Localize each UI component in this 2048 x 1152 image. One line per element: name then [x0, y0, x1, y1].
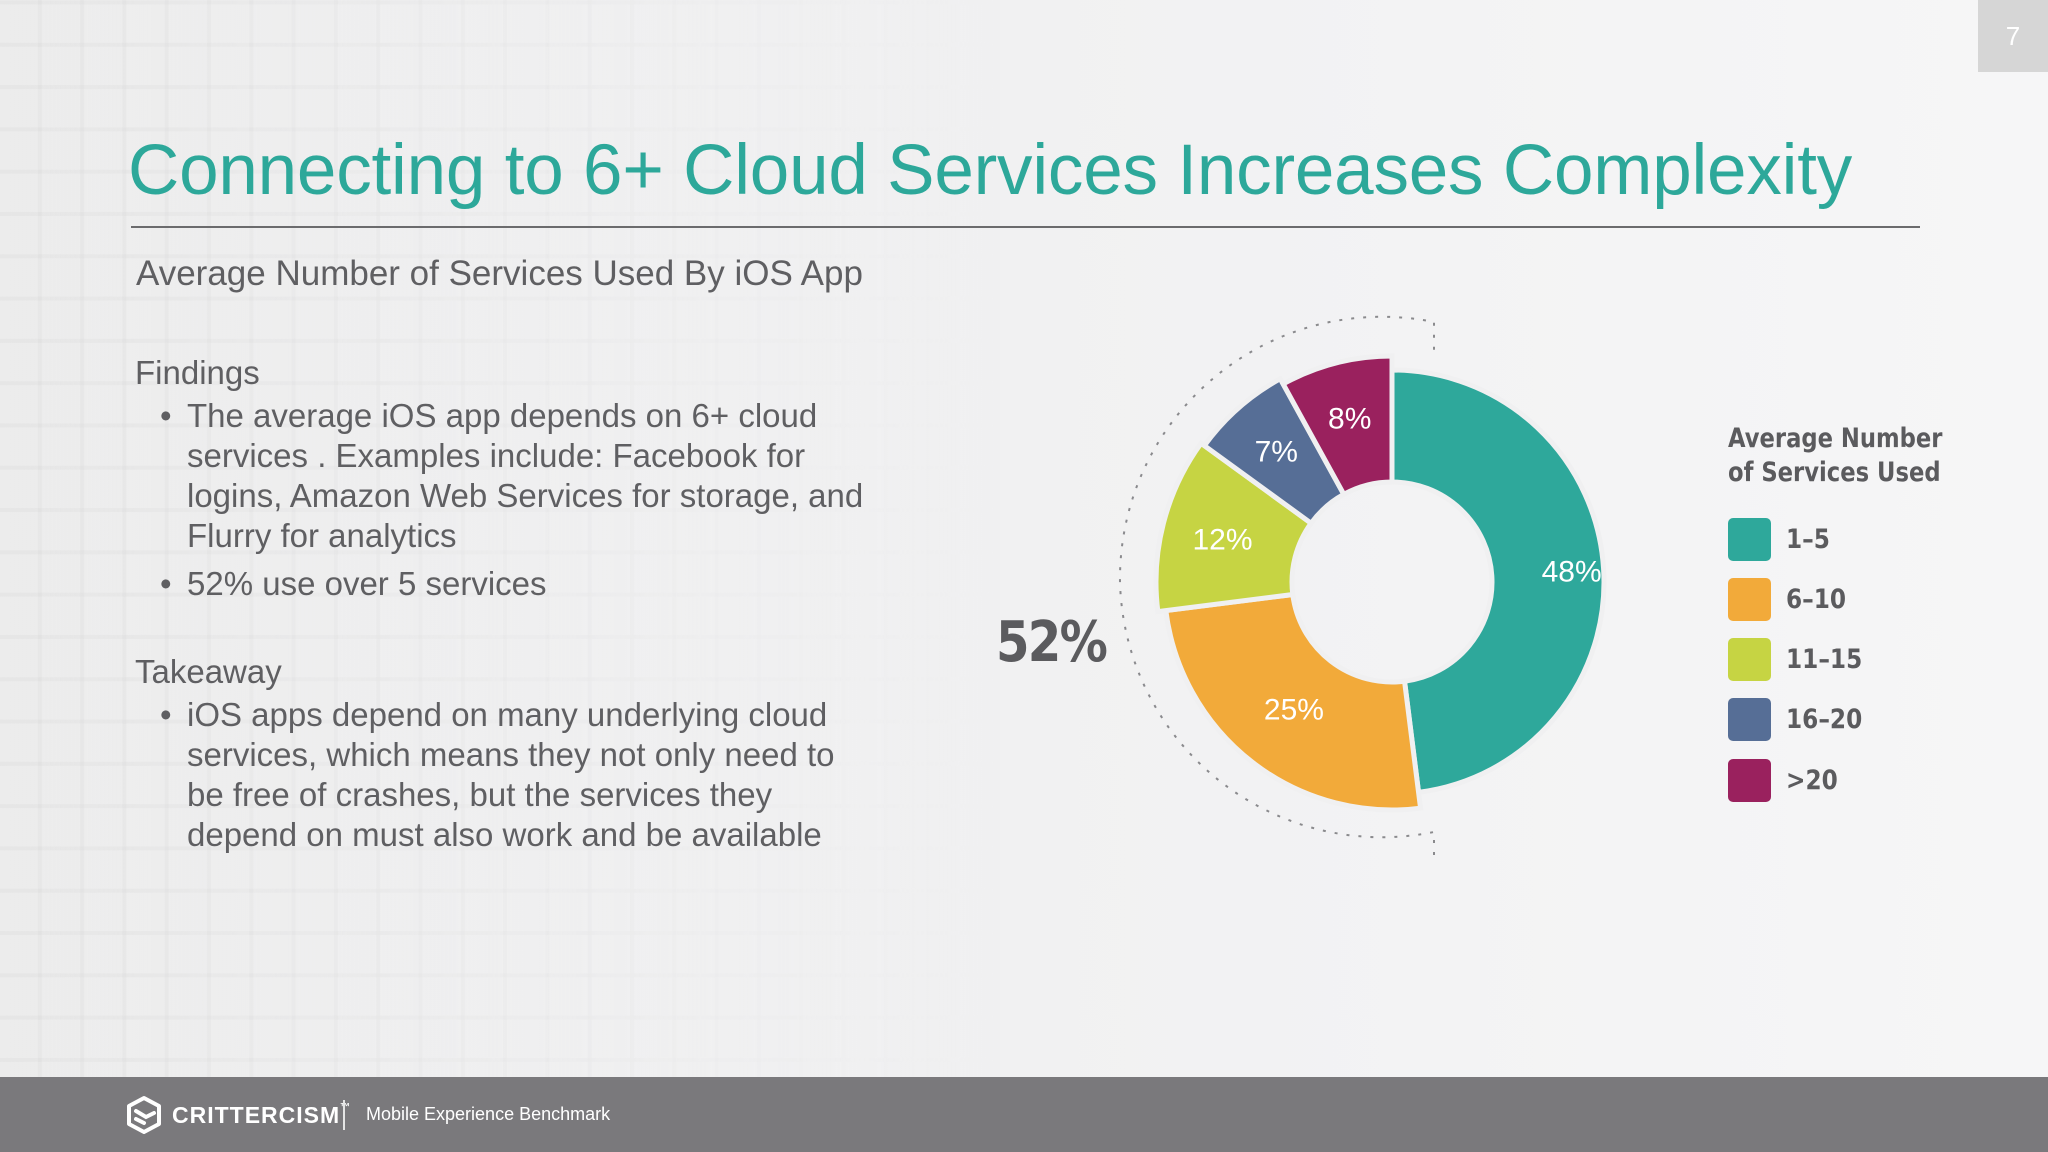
bullet-line: services, which means they not only need…: [187, 736, 835, 773]
slide-title: Connecting to 6+ Cloud Services Increase…: [128, 131, 1853, 210]
bullet-line: services . Examples include: Facebook fo…: [187, 437, 806, 474]
takeaway-bullet: • iOS apps depend on many underlying clo…: [160, 695, 920, 855]
legend-title-line: Average Number: [1728, 423, 1943, 454]
findings-bullet: • 52% use over 5 services: [160, 564, 920, 604]
legend-swatch: [1728, 758, 1771, 802]
bullet-dot: •: [160, 696, 172, 733]
legend-item-16-20: 16–20: [1728, 697, 1875, 741]
bullet-line: logins, Amazon Web Services for storage,…: [187, 477, 864, 514]
legend-label: 1–5: [1786, 523, 1830, 555]
legend-item-over-20: >20: [1728, 758, 1846, 802]
slice-label: 25%: [1264, 693, 1324, 726]
legend-title: Average Number of Services Used: [1728, 422, 1942, 490]
footer-tagline: Mobile Experience Benchmark: [366, 1104, 611, 1124]
takeaway-heading: Takeaway: [135, 653, 282, 690]
legend-item-6-10: 6–10: [1728, 577, 1856, 621]
legend-swatch: [1728, 577, 1771, 621]
donut-slice: [1389, 367, 1607, 796]
chart-subtitle: Average Number of Services Used By iOS A…: [136, 254, 863, 293]
bullet-line: iOS apps depend on many underlying cloud: [187, 696, 828, 733]
bullet-line: Flurry for analytics: [187, 517, 457, 554]
crittercism-logo-icon: [127, 1096, 161, 1134]
bullet-line: The average iOS app depends on 6+ cloud: [187, 397, 818, 434]
legend-label: 11–15: [1786, 643, 1863, 675]
bullet-dot: •: [160, 565, 172, 602]
slice-label: 7%: [1255, 436, 1298, 469]
legend-swatch: [1728, 517, 1771, 561]
brand-wordmark: CRITTERCISM: [172, 1102, 341, 1128]
donut-slice-labels: 48% 25% 12% 7% 8%: [1192, 402, 1601, 726]
slice-label: 8%: [1328, 402, 1371, 435]
donut-slice: [1200, 375, 1348, 527]
bullet-line: depend on must also work and be availabl…: [187, 816, 822, 853]
bracket-dotted-arc: [1118, 315, 1435, 855]
legend-swatch: [1728, 697, 1771, 741]
slice-label: 48%: [1542, 556, 1602, 589]
bullet-line: be free of crashes, but the services the…: [187, 776, 773, 813]
legend-item-11-15: 11–15: [1728, 637, 1875, 681]
legend-item-1-5: 1–5: [1728, 517, 1837, 561]
bullet-line: 52% use over 5 services: [187, 565, 547, 602]
brand-name: CRITTERCISM™: [172, 1102, 351, 1129]
legend-label: 16–20: [1786, 703, 1863, 735]
background-icon-pattern: [0, 0, 1000, 1077]
bullet-dot: •: [160, 397, 172, 434]
title-divider: [131, 226, 1920, 228]
donut-slice: [1153, 439, 1315, 615]
slice-label: 12%: [1192, 523, 1252, 556]
donut-slice: [1163, 591, 1424, 813]
over-five-callout: 52%: [996, 610, 1108, 675]
footer-divider: [343, 1100, 345, 1130]
legend-title-line: of Services Used: [1728, 457, 1941, 488]
trademark-symbol: ™: [340, 1102, 352, 1113]
takeaway-list: • iOS apps depend on many underlying clo…: [160, 695, 920, 863]
legend-label: 6–10: [1786, 583, 1847, 615]
legend-swatch: [1728, 637, 1771, 681]
page-number: 7: [1978, 0, 2048, 72]
legend-label: >20: [1786, 764, 1838, 796]
findings-bullet: • The average iOS app depends on 6+ clou…: [160, 396, 920, 556]
footer-bar: [0, 1077, 2048, 1152]
donut-slices: [1153, 353, 1607, 813]
donut-slice: [1279, 353, 1395, 498]
findings-heading: Findings: [135, 354, 260, 391]
findings-list: • The average iOS app depends on 6+ clou…: [160, 396, 920, 612]
